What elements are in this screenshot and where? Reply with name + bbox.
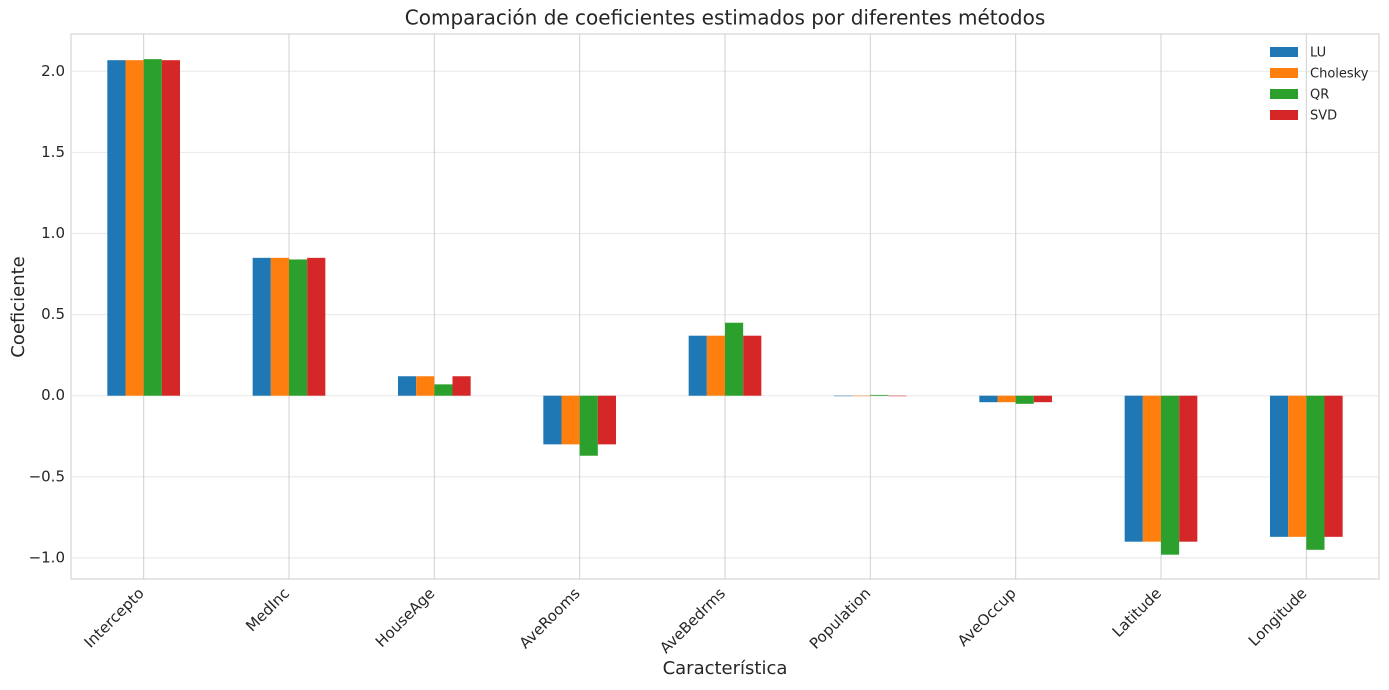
y-tick-label: 0.5 — [41, 305, 65, 323]
bar — [1142, 395, 1161, 542]
legend-label: Cholesky — [1310, 67, 1369, 82]
bar — [1033, 395, 1052, 403]
legend-swatch — [1270, 110, 1298, 120]
x-tick-label: HouseAge — [372, 584, 438, 650]
y-tick-label: 1.0 — [41, 224, 65, 242]
x-tick-label: AveBedrms — [656, 584, 729, 657]
x-tick-label: Latitude — [1109, 584, 1165, 640]
bar — [398, 376, 417, 396]
bar — [706, 335, 725, 396]
x-tick-label: Population — [806, 584, 874, 652]
bar — [1270, 395, 1289, 537]
bar — [1306, 395, 1325, 550]
bar — [543, 395, 562, 445]
bar — [125, 60, 144, 396]
legend-swatch — [1270, 89, 1298, 99]
x-tick-label: AveOccup — [954, 584, 1020, 650]
x-tick-label: MedInc — [242, 584, 293, 635]
bar — [1179, 395, 1198, 542]
bar — [1288, 395, 1307, 537]
bar — [597, 395, 616, 445]
y-tick-label: −1.0 — [29, 548, 65, 566]
bar — [252, 257, 271, 396]
bar — [107, 60, 126, 396]
x-tick-label: Intercepto — [81, 584, 148, 651]
x-axis-label: Característica — [663, 658, 788, 679]
legend-swatch — [1270, 68, 1298, 78]
x-tick-label: Longitude — [1245, 584, 1310, 649]
bar — [270, 257, 289, 396]
bar — [743, 335, 762, 396]
bar — [852, 395, 871, 397]
bar — [997, 395, 1016, 403]
plot-frame — [70, 33, 1380, 580]
y-tick-label: 1.5 — [41, 143, 65, 161]
legend-label: SVD — [1310, 109, 1337, 124]
bar — [1161, 395, 1180, 555]
chart-title: Comparación de coeficientes estimados po… — [405, 6, 1045, 30]
bar — [834, 395, 853, 397]
bar — [888, 395, 907, 397]
y-axis-label: Coeficiente — [8, 256, 29, 358]
y-tick-label: 2.0 — [41, 62, 65, 80]
bar — [725, 322, 744, 396]
bar — [161, 60, 180, 396]
legend-label: LU — [1310, 46, 1326, 61]
bar — [1015, 395, 1034, 404]
y-tick-label: 0.0 — [41, 386, 65, 404]
bar — [289, 259, 308, 396]
bar — [870, 394, 889, 396]
legend-label: QR — [1310, 88, 1329, 103]
bar — [307, 257, 326, 396]
bar — [1124, 395, 1143, 542]
bar — [416, 376, 435, 396]
bar — [434, 384, 453, 396]
bar — [1324, 395, 1343, 537]
bar — [579, 395, 598, 456]
x-tick-label: AveRooms — [516, 584, 584, 652]
legend-swatch — [1270, 47, 1298, 57]
y-tick-label: −0.5 — [29, 467, 65, 485]
bar — [688, 335, 707, 396]
bar — [452, 376, 471, 396]
bar — [561, 395, 580, 445]
bar — [143, 59, 162, 396]
bar — [979, 395, 998, 403]
